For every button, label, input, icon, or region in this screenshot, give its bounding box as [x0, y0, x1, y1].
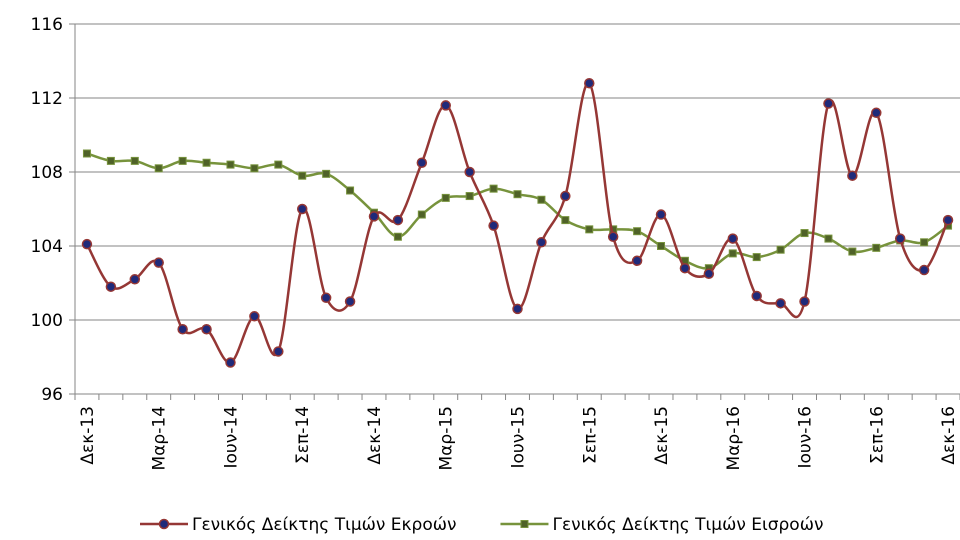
x-tick-label: Μαρ-15 — [437, 406, 457, 470]
data-point — [249, 311, 260, 322]
x-tick-label: Σεπ-16 — [867, 406, 887, 464]
x-tick-label: Δεκ-14 — [365, 406, 385, 465]
data-point — [416, 157, 428, 168]
data-point — [81, 238, 93, 250]
data-point — [703, 268, 715, 279]
data-point — [225, 357, 236, 368]
data-point — [607, 231, 619, 242]
data-point — [250, 164, 259, 173]
data-point — [154, 164, 163, 173]
data-point — [727, 233, 739, 244]
data-point — [918, 264, 930, 276]
data-point — [631, 255, 643, 267]
data-point — [585, 225, 594, 234]
x-tick-label: Ιουν-15 — [509, 406, 529, 469]
data-point — [752, 253, 761, 262]
data-point — [129, 274, 141, 285]
data-point — [298, 171, 307, 180]
data-point — [847, 170, 858, 181]
data-point — [465, 192, 474, 201]
data-point — [799, 296, 810, 307]
legend-marker — [158, 518, 170, 530]
data-point — [202, 158, 211, 167]
data-point — [894, 233, 906, 244]
data-point — [942, 214, 954, 226]
data-point — [489, 184, 498, 193]
data-point — [488, 220, 499, 231]
data-point — [848, 247, 857, 256]
data-point — [201, 324, 212, 335]
y-tick-label: 100 — [31, 311, 63, 331]
data-point — [368, 211, 380, 222]
data-point — [800, 229, 809, 238]
y-tick-label: 112 — [31, 89, 63, 109]
data-point — [322, 169, 331, 178]
data-point — [105, 281, 117, 292]
data-point — [536, 237, 547, 248]
y-tick-label: 108 — [31, 163, 63, 183]
data-point — [679, 262, 691, 274]
data-point — [417, 210, 426, 219]
data-point — [584, 77, 595, 89]
data-point — [775, 298, 786, 309]
data-point — [823, 98, 834, 109]
data-point — [106, 156, 115, 165]
x-tick-label: Σεπ-15 — [580, 406, 600, 464]
data-point — [513, 190, 522, 199]
x-tick-label: Δεκ-13 — [78, 406, 98, 465]
data-point — [177, 324, 188, 335]
series-line — [85, 81, 950, 364]
legend-label: Γενικός Δείκτης Τιμών Εισροών — [552, 515, 823, 535]
data-point — [512, 303, 523, 315]
data-point — [178, 156, 187, 165]
data-point — [274, 160, 283, 169]
data-point — [441, 193, 450, 202]
data-point — [537, 195, 546, 204]
data-point — [440, 100, 451, 111]
data-point — [393, 232, 402, 241]
legend-label: Γενικός Δείκτης Τιμών Εκροών — [192, 515, 456, 535]
data-point — [871, 107, 882, 119]
x-tick-label: Δεκ-15 — [652, 406, 672, 465]
data-point — [751, 290, 762, 302]
x-tick-label: Δεκ-16 — [939, 406, 959, 465]
data-point — [153, 257, 164, 268]
y-tick-label: 96 — [41, 385, 63, 405]
data-point — [273, 346, 284, 357]
x-tick-label: Ιουν-16 — [796, 406, 816, 469]
x-tick-label: Ιουν-14 — [221, 406, 241, 469]
data-point — [344, 296, 356, 307]
data-point — [130, 156, 139, 165]
x-tick-label: Μαρ-14 — [150, 406, 170, 470]
data-point — [776, 245, 785, 254]
x-tick-label: Σεπ-14 — [293, 406, 313, 464]
data-point — [226, 160, 235, 169]
y-tick-label: 116 — [31, 15, 63, 35]
x-tick-label: Μαρ-16 — [724, 406, 744, 470]
y-tick-label: 104 — [31, 237, 63, 257]
data-point — [655, 209, 667, 220]
data-point — [392, 214, 404, 226]
data-point — [320, 292, 332, 304]
data-point — [560, 190, 571, 202]
data-point — [633, 227, 642, 236]
data-point — [296, 203, 308, 215]
data-point — [82, 149, 91, 158]
data-point — [824, 234, 833, 243]
data-point — [346, 186, 355, 195]
data-point — [728, 249, 737, 258]
data-point — [464, 166, 475, 178]
legend-marker — [520, 520, 529, 528]
data-point — [872, 243, 881, 252]
data-point — [657, 242, 666, 250]
data-point — [561, 216, 570, 225]
data-point — [920, 238, 929, 247]
